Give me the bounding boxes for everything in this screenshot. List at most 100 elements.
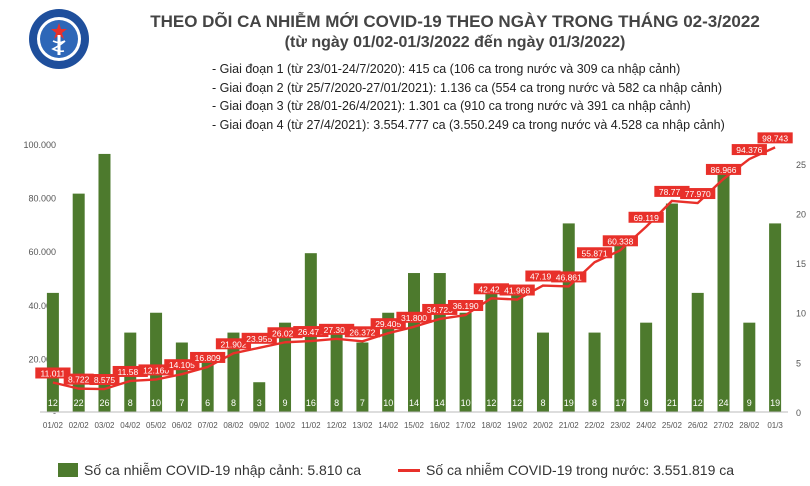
domestic-data-label: 27.302 bbox=[324, 325, 350, 335]
domestic-data-label: 94.376 bbox=[736, 145, 762, 155]
domestic-label-bg bbox=[525, 270, 561, 282]
import-bar-label: 14 bbox=[435, 398, 445, 408]
domestic-data-label: 26.475 bbox=[298, 327, 324, 337]
import-bar-label: 9 bbox=[747, 398, 752, 408]
import-bar-label: 9 bbox=[644, 398, 649, 408]
domestic-data-label: 86.966 bbox=[711, 165, 737, 175]
import-bar bbox=[743, 322, 756, 412]
import-bar bbox=[330, 332, 343, 412]
x-tick-label: 03/02 bbox=[94, 421, 115, 430]
domestic-data-label: 8.575 bbox=[94, 375, 116, 385]
x-tick-label: 21/02 bbox=[559, 421, 580, 430]
domestic-data-label: 41.968 bbox=[504, 286, 530, 296]
left-tick-label: - bbox=[53, 408, 56, 418]
x-tick-label: 13/02 bbox=[352, 421, 373, 430]
domestic-data-label: 60.338 bbox=[607, 236, 633, 246]
domestic-label-bg bbox=[63, 373, 94, 385]
domestic-label-bg bbox=[112, 365, 148, 377]
import-bar-label: 16 bbox=[306, 398, 316, 408]
domestic-label-bg bbox=[731, 144, 767, 156]
import-bar bbox=[769, 223, 782, 412]
import-bar bbox=[46, 292, 59, 412]
import-bar bbox=[356, 342, 369, 412]
x-tick-label: 01/02 bbox=[43, 421, 64, 430]
x-tick-label: 28/02 bbox=[739, 421, 760, 430]
domestic-data-label: 26.025 bbox=[272, 328, 298, 338]
import-bar-label: 12 bbox=[486, 398, 496, 408]
x-tick-label: 05/02 bbox=[146, 421, 167, 430]
right-tick-label: 25 bbox=[796, 160, 806, 170]
import-bar-label: 3 bbox=[257, 398, 262, 408]
x-tick-label: 09/02 bbox=[249, 421, 270, 430]
domestic-label-bg bbox=[319, 323, 355, 335]
domestic-label-bg bbox=[499, 284, 535, 296]
import-bar bbox=[691, 292, 704, 412]
domestic-label-bg bbox=[241, 332, 277, 344]
right-tick-label: 20 bbox=[796, 209, 806, 219]
domestic-data-label: 78.774 bbox=[659, 187, 685, 197]
x-tick-label: 27/02 bbox=[714, 421, 735, 430]
phase-1-text: - Giai đoạn 1 (từ 23/01-24/7/2020): 415 … bbox=[212, 62, 681, 76]
phase-3-text: - Giai đoạn 3 (từ 28/01-26/4/2021): 1.30… bbox=[212, 99, 691, 113]
domestic-label-bg bbox=[89, 374, 120, 386]
import-bar bbox=[279, 322, 292, 412]
phase-2-text: - Giai đoạn 2 (từ 25/7/2020-27/01/2021):… bbox=[212, 80, 722, 95]
domestic-label-bg bbox=[293, 326, 329, 338]
domestic-data-label: 11.580 bbox=[118, 367, 144, 377]
domestic-label-bg bbox=[628, 211, 664, 223]
domestic-data-label: 14.105 bbox=[169, 360, 195, 370]
right-tick-label: 10 bbox=[796, 309, 806, 319]
domestic-label-bg bbox=[447, 300, 484, 312]
import-bar bbox=[433, 273, 446, 412]
left-tick-label: 100.000 bbox=[23, 140, 56, 150]
legend-line: Số ca nhiễm COVID-19 trong nước: 3.551.8… bbox=[398, 462, 734, 478]
legend-line-label: Số ca nhiễm COVID-19 trong nước: 3.551.8… bbox=[426, 462, 735, 478]
x-tick-label: 26/02 bbox=[688, 421, 709, 430]
x-tick-label: 06/02 bbox=[172, 421, 193, 430]
import-bar-label: 19 bbox=[770, 398, 780, 408]
domestic-label-bg bbox=[757, 132, 793, 144]
domestic-data-label: 47.197 bbox=[530, 272, 556, 282]
domestic-data-label: 11.011 bbox=[41, 368, 66, 378]
import-bar bbox=[614, 243, 627, 412]
x-tick-label: 08/02 bbox=[223, 421, 244, 430]
import-bar bbox=[485, 292, 498, 412]
import-bar bbox=[408, 273, 420, 412]
x-tick-label: 14/02 bbox=[378, 421, 399, 430]
left-tick-label: 80.000 bbox=[28, 194, 56, 204]
domestic-data-label: 77.970 bbox=[685, 189, 711, 199]
domestic-data-label: 36.190 bbox=[453, 301, 479, 311]
import-bar bbox=[150, 312, 163, 412]
import-bar-label: 14 bbox=[409, 398, 419, 408]
domestic-label-bg bbox=[473, 283, 509, 295]
domestic-data-label: 55.871 bbox=[582, 248, 608, 258]
x-tick-label: 25/02 bbox=[662, 421, 683, 430]
phase-4-text: - Giai đoạn 4 (từ 27/4/2021): 3.554.777 … bbox=[212, 117, 725, 132]
domestic-label-bg bbox=[35, 367, 71, 379]
import-bar-label: 7 bbox=[360, 398, 365, 408]
x-tick-label: 24/02 bbox=[636, 421, 657, 430]
domestic-label-bg bbox=[705, 163, 742, 175]
import-bar-label: 12 bbox=[693, 398, 703, 408]
x-tick-label: 04/02 bbox=[120, 421, 141, 430]
x-tick-label: 16/02 bbox=[430, 421, 451, 430]
import-bar-label: 8 bbox=[540, 398, 545, 408]
domestic-label-bg bbox=[680, 188, 716, 200]
x-tick-label: 18/02 bbox=[481, 421, 502, 430]
domestic-data-label: 26.372 bbox=[349, 327, 375, 337]
domestic-label-bg bbox=[344, 326, 381, 338]
x-tick-label: 11/02 bbox=[301, 421, 321, 430]
left-tick-label: 60.000 bbox=[28, 247, 56, 257]
domestic-label-bg bbox=[396, 311, 432, 323]
domestic-data-label: 12.160 bbox=[143, 365, 169, 375]
legend-bars-label: Số ca nhiễm COVID-19 nhập cảnh: 5.810 ca bbox=[84, 462, 362, 478]
x-tick-label: 12/02 bbox=[327, 421, 348, 430]
import-bar bbox=[511, 292, 524, 412]
x-tick-label: 10/02 bbox=[275, 421, 296, 430]
chart-title: THEO DÕI CA NHIỄM MỚI COVID-19 THEO NGÀY… bbox=[150, 12, 760, 31]
import-bar-label: 10 bbox=[151, 398, 161, 408]
ministry-of-health-logo bbox=[29, 9, 89, 69]
legend-bar-swatch bbox=[58, 463, 78, 477]
domestic-data-label: 16.809 bbox=[195, 353, 221, 363]
domestic-data-label: 31.800 bbox=[401, 313, 427, 323]
